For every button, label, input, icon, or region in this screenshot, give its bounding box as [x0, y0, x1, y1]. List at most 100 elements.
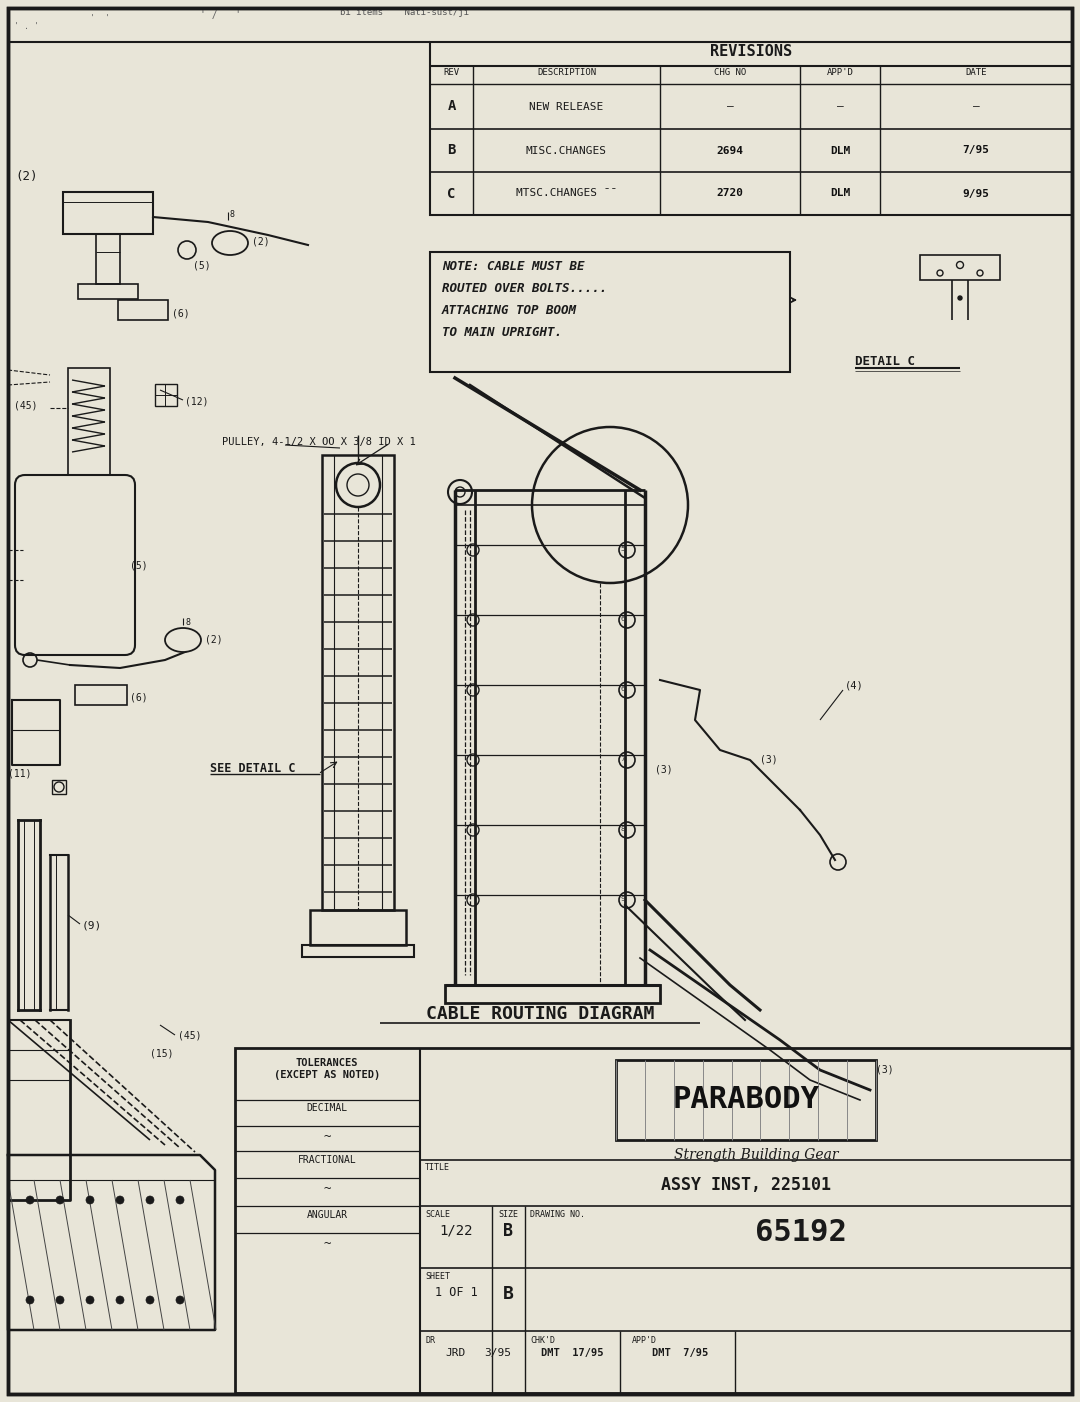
FancyBboxPatch shape [15, 475, 135, 655]
Text: 9/95: 9/95 [962, 188, 989, 199]
Circle shape [222, 236, 228, 240]
Circle shape [56, 1295, 64, 1304]
Circle shape [86, 1196, 94, 1204]
Text: C: C [447, 186, 456, 200]
Text: 1 OF 1: 1 OF 1 [434, 1286, 477, 1300]
Text: (2): (2) [205, 634, 222, 644]
Text: 6: 6 [621, 615, 625, 622]
Text: (3): (3) [760, 756, 778, 765]
Text: (15): (15) [150, 1049, 174, 1059]
Text: bi items    Nati-sust/ji: bi items Nati-sust/ji [340, 8, 469, 17]
Bar [445, 986, 660, 1002]
Circle shape [116, 1196, 124, 1204]
Text: MISC.CHANGES: MISC.CHANGES [526, 146, 607, 156]
Text: 2694: 2694 [716, 146, 743, 156]
Text: ROUTED OVER BOLTS.....: ROUTED OVER BOLTS..... [442, 282, 607, 294]
Text: JRD: JRD [446, 1347, 467, 1359]
Text: 2720: 2720 [716, 188, 743, 199]
Ellipse shape [165, 628, 201, 652]
Text: —: — [973, 101, 980, 112]
Bar [920, 255, 1000, 280]
Bar [118, 300, 168, 320]
Text: (3): (3) [876, 1066, 893, 1075]
Circle shape [185, 642, 190, 648]
Circle shape [116, 1295, 124, 1304]
Text: (5): (5) [130, 559, 148, 571]
Circle shape [237, 241, 242, 245]
Text: MTSC.CHANGES ¯¯: MTSC.CHANGES ¯¯ [516, 188, 617, 199]
Text: SHEET: SHEET [426, 1272, 450, 1281]
Text: ' /   ': ' / ' [200, 10, 241, 20]
Bar [68, 367, 110, 477]
Bar [302, 945, 414, 958]
Bar [156, 384, 177, 407]
Text: DR: DR [426, 1336, 435, 1345]
Text: 3/95: 3/95 [485, 1347, 512, 1359]
Text: FRACTIONAL: FRACTIONAL [298, 1155, 356, 1165]
Text: PARABODY: PARABODY [673, 1085, 820, 1115]
Text: ~: ~ [323, 1130, 330, 1143]
Text: A: A [447, 100, 456, 114]
Text: 65192: 65192 [755, 1218, 847, 1246]
Text: DLM: DLM [829, 146, 850, 156]
Circle shape [176, 632, 181, 638]
Circle shape [222, 245, 228, 251]
Text: CHG NO: CHG NO [714, 69, 746, 77]
Text: (12): (12) [185, 395, 208, 407]
Text: (3): (3) [654, 765, 673, 775]
Text: (9): (9) [82, 920, 103, 930]
Text: B: B [502, 1286, 513, 1302]
Bar [616, 1060, 876, 1140]
Text: CHK'D: CHK'D [530, 1336, 555, 1345]
Bar [310, 910, 406, 945]
Text: APP'D: APP'D [632, 1336, 657, 1345]
Text: ASSY INST, 225101: ASSY INST, 225101 [661, 1176, 831, 1195]
Text: B: B [503, 1223, 513, 1239]
Text: 7: 7 [621, 756, 625, 763]
Text: 1/22: 1/22 [440, 1223, 473, 1237]
Circle shape [26, 1295, 33, 1304]
Text: 8: 8 [230, 210, 235, 219]
Circle shape [26, 1196, 33, 1204]
Text: SIZE: SIZE [498, 1210, 518, 1218]
Bar [96, 234, 120, 285]
Text: 5: 5 [621, 545, 625, 552]
Bar [75, 686, 127, 705]
Circle shape [146, 1196, 154, 1204]
Text: (5): (5) [193, 261, 211, 271]
Text: DETAIL C: DETAIL C [855, 355, 915, 367]
Text: DMT  7/95: DMT 7/95 [652, 1347, 708, 1359]
Circle shape [86, 1295, 94, 1304]
Text: '  ': ' ' [90, 14, 110, 22]
Text: NOTE: CABLE MUST BE: NOTE: CABLE MUST BE [442, 259, 584, 273]
Text: 7/95: 7/95 [962, 146, 989, 156]
Text: ATTACHING TOP BOOM: ATTACHING TOP BOOM [442, 304, 577, 317]
Circle shape [185, 632, 190, 638]
Text: (45): (45) [14, 400, 38, 409]
Text: DLM: DLM [829, 188, 850, 199]
Text: APP'D: APP'D [826, 69, 853, 77]
Text: (2): (2) [15, 170, 38, 184]
Text: (45): (45) [178, 1030, 202, 1040]
Text: 8: 8 [185, 618, 190, 627]
Circle shape [958, 296, 962, 300]
Text: REVISIONS: REVISIONS [710, 43, 792, 59]
Circle shape [218, 241, 224, 245]
Text: DRAWING NO.: DRAWING NO. [530, 1210, 585, 1218]
Text: SCALE: SCALE [426, 1210, 450, 1218]
Ellipse shape [212, 231, 248, 255]
Text: SEE DETAIL C: SEE DETAIL C [210, 763, 296, 775]
Text: ANGULAR: ANGULAR [307, 1210, 348, 1220]
Text: Strength Building Gear: Strength Building Gear [674, 1148, 838, 1162]
Text: 8: 8 [621, 826, 625, 831]
Text: REV: REV [444, 69, 460, 77]
Text: (2): (2) [252, 237, 270, 247]
Bar [78, 285, 138, 299]
Circle shape [232, 236, 237, 240]
Text: (11): (11) [8, 768, 31, 778]
Text: DESCRIPTION: DESCRIPTION [537, 69, 596, 77]
Text: TO MAIN UPRIGHT.: TO MAIN UPRIGHT. [442, 327, 562, 339]
Bar [322, 456, 394, 910]
Circle shape [176, 1196, 184, 1204]
Text: PULLEY, 4-1/2 X OO X 3/8 ID X 1: PULLEY, 4-1/2 X OO X 3/8 ID X 1 [222, 437, 416, 447]
